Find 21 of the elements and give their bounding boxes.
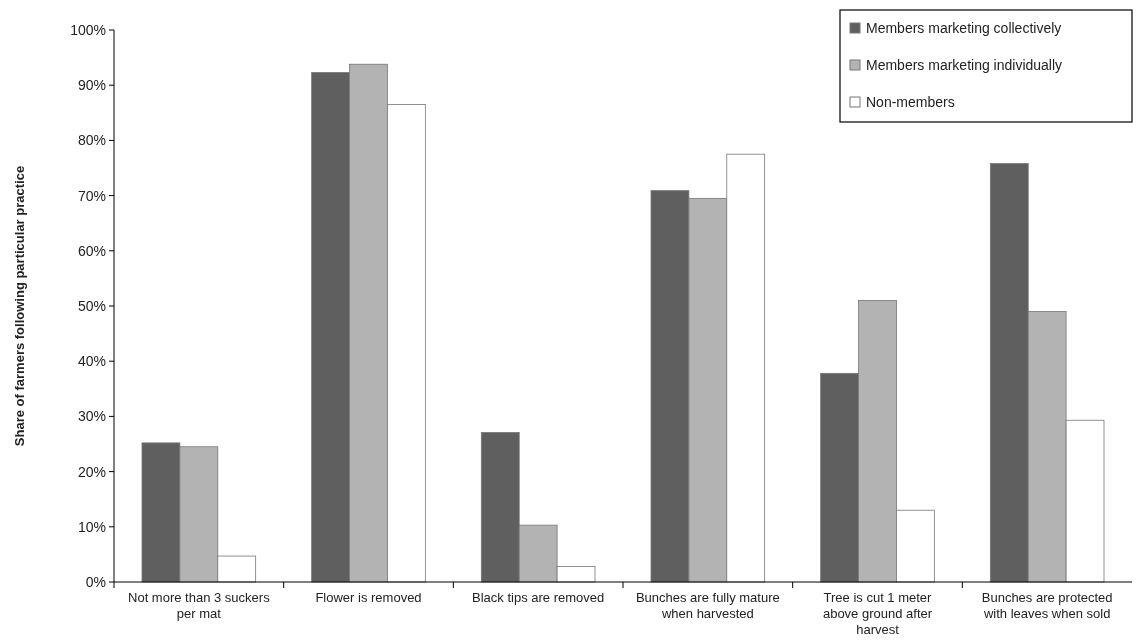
x-tick-label: Flower is removed bbox=[315, 590, 422, 605]
x-tick-label: Bunches are protected with leaves when sold bbox=[981, 590, 1113, 621]
legend-label: Members marketing collectively bbox=[866, 19, 1062, 36]
y-tick-label: 90% bbox=[77, 77, 106, 94]
y-tick-label: 0% bbox=[85, 573, 106, 590]
y-tick-label: 70% bbox=[77, 187, 106, 204]
legend-label: Non-members bbox=[866, 93, 955, 110]
y-tick-label: 30% bbox=[77, 408, 106, 425]
y-tick-label: 20% bbox=[77, 463, 106, 480]
x-tick-label: Not more than 3 suckers per mat bbox=[128, 590, 271, 621]
y-tick-label: 60% bbox=[77, 242, 106, 259]
y-tick-label: 80% bbox=[77, 132, 106, 149]
y-tick-label: 10% bbox=[77, 518, 106, 535]
legend-label: Members marketing individually bbox=[866, 56, 1063, 73]
y-tick-label: 50% bbox=[77, 297, 106, 314]
x-tick-label: Bunches are fully mature when harvested bbox=[635, 590, 780, 621]
x-tick-label: Black tips are removed bbox=[472, 590, 605, 605]
x-tick-label: Tree is cut 1 meter above ground after harvest bbox=[822, 590, 933, 637]
y-tick-label: 40% bbox=[77, 353, 106, 370]
y-axis-title: Share of farmers following particular practice bbox=[12, 165, 27, 447]
y-tick-label: 100% bbox=[70, 21, 106, 38]
